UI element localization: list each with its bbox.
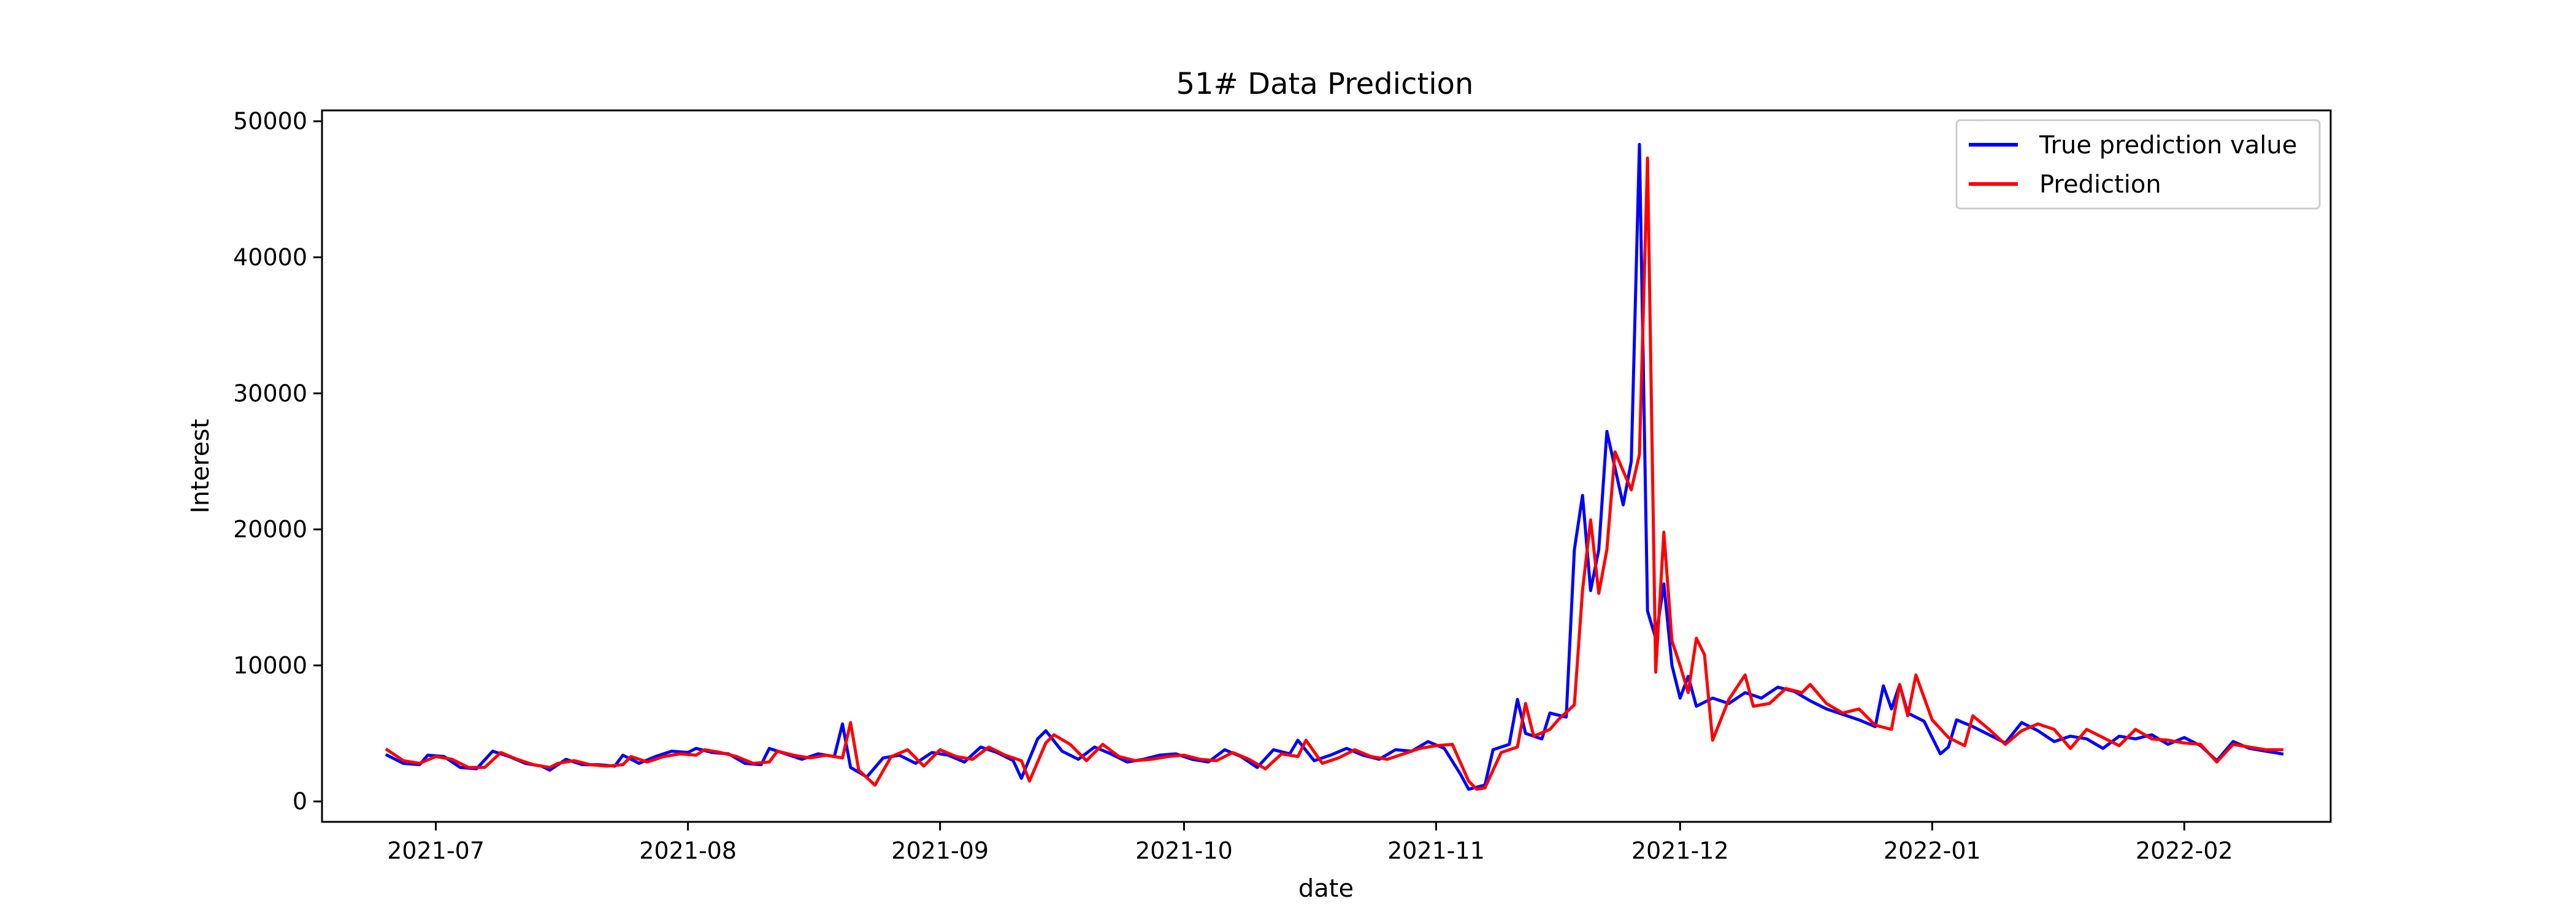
y-tick-label: 0 (293, 788, 307, 815)
x-tick-label: 2022-01 (1884, 837, 1981, 864)
x-tick-label: 2022-02 (2136, 837, 2233, 864)
legend-label-true-prediction-value: True prediction value (2039, 131, 2297, 159)
y-tick-label: 50000 (233, 108, 307, 135)
legend-label-prediction: Prediction (2039, 171, 2161, 199)
x-tick-label: 2021-08 (639, 837, 737, 864)
y-tick-label: 20000 (233, 516, 307, 543)
x-axis-label: date (1298, 875, 1354, 903)
legend-box (1955, 119, 2321, 210)
x-tick-label: 2021-09 (891, 837, 989, 864)
y-axis-label: Interest (186, 419, 215, 513)
series-layer (385, 142, 2284, 791)
y-tick-label: 30000 (233, 380, 307, 407)
x-tick-label: 2021-07 (387, 837, 485, 864)
x-tick-label: 2021-11 (1387, 837, 1485, 864)
legend: True prediction value Prediction (1955, 119, 2321, 210)
plot-frame (321, 109, 2332, 823)
series-line-prediction (385, 156, 2283, 791)
y-tick-label: 10000 (233, 652, 307, 679)
x-tick-label: 2021-12 (1631, 837, 1729, 864)
x-tick-label: 2021-10 (1135, 837, 1233, 864)
chart-title: 51# Data Prediction (1176, 67, 1474, 101)
axes-layer: 2021-07 2021-08 2021-09 2021-10 2021-11 2021-… (233, 108, 2233, 864)
y-tick-label: 40000 (233, 244, 307, 271)
